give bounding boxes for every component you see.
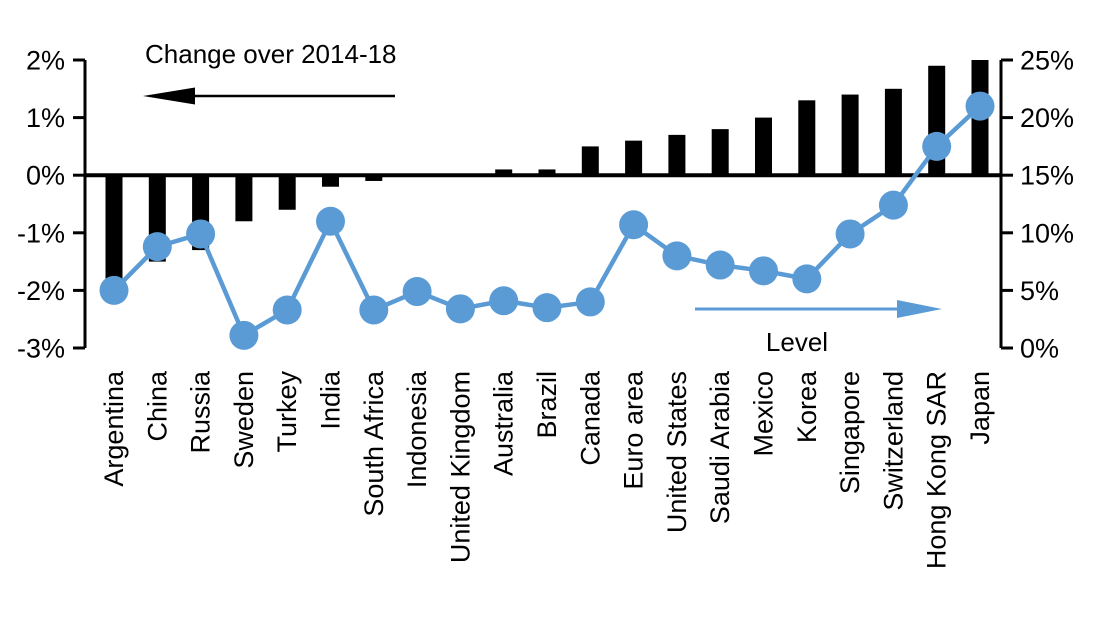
left-axis-tick-label: 1% [26, 103, 65, 133]
right-axis-tick-label: 10% [1020, 218, 1074, 248]
category-label: China [142, 370, 172, 442]
right-axis-tick-label: 25% [1020, 45, 1074, 75]
category-label: Switzerland [878, 371, 908, 511]
level-point-argentina [99, 275, 129, 305]
level-point-canada [575, 287, 605, 317]
line-layer [99, 91, 995, 350]
level-point-switzerland [878, 190, 908, 220]
right-axis-tick-label: 20% [1020, 103, 1074, 133]
category-label: Euro area [619, 370, 649, 490]
category-label: Singapore [835, 371, 865, 494]
right-axis-tick-label: 15% [1020, 161, 1074, 191]
category-label: United Kingdom [445, 371, 475, 563]
level-point-singapore [835, 219, 865, 249]
right-arrowhead-icon [897, 300, 942, 318]
level-point-united-kingdom [445, 294, 475, 324]
bar-argentina [105, 175, 123, 279]
category-label: India [316, 370, 346, 430]
level-point-russia [186, 219, 216, 249]
bars-layer [105, 60, 989, 279]
level-point-india [316, 206, 345, 236]
category-label: Russia [186, 370, 216, 454]
category-label: Turkey [272, 371, 302, 453]
labels-layer: 2% 1% 0% -1% -2% -3% 25% 20% 15% 10% 5% 0% Argentina… [17, 45, 1074, 569]
level-point-mexico [749, 256, 778, 286]
category-label: Korea [792, 370, 822, 443]
level-series-title: Level [766, 327, 828, 357]
level-point-euro-area [619, 210, 649, 240]
level-point-australia [489, 286, 519, 316]
level-point-china [142, 232, 172, 262]
category-label: Hong Kong SAR [922, 371, 952, 569]
left-arrowhead-icon [143, 87, 195, 105]
category-label: Canada [575, 370, 605, 466]
category-label: South Africa [359, 370, 389, 517]
bar-australia [495, 169, 513, 176]
bar-brazil [538, 169, 556, 176]
bar-india [322, 175, 339, 187]
category-label: Sweden [229, 371, 259, 469]
bar-turkey [278, 175, 296, 210]
right-arrow [695, 300, 942, 318]
left-axis-tick-label: 0% [26, 161, 65, 191]
bar-canada [581, 146, 599, 176]
left-axis-tick-label: 2% [26, 45, 65, 75]
category-label: Brazil [532, 371, 562, 439]
change-series-title: Change over 2014-18 [145, 39, 397, 69]
bar-euro-area [625, 140, 643, 176]
category-label: United States [662, 371, 692, 533]
level-point-sweden [229, 320, 259, 350]
left-axis-tick-label: -1% [17, 218, 65, 248]
level-point-saudi-arabia [705, 250, 735, 280]
left-axis-tick-label: -3% [17, 333, 65, 363]
bar-sweden [235, 175, 253, 222]
bar-switzerland [884, 88, 902, 176]
level-point-south-africa [359, 295, 389, 325]
right-axis-tick-label: 5% [1020, 276, 1059, 306]
bar-korea [798, 100, 816, 176]
category-label: Australia [489, 370, 519, 476]
level-point-united-states [662, 241, 692, 271]
level-point-brazil [532, 293, 562, 323]
category-label: Indonesia [402, 370, 432, 488]
right-axis-tick-label: 0% [1020, 333, 1059, 363]
category-label: Japan [965, 371, 995, 445]
bar-saudi-arabia [711, 129, 729, 176]
level-point-japan [965, 91, 995, 121]
left-arrow [143, 87, 395, 105]
level-point-hong-kong-sar [922, 131, 952, 161]
category-label: Argentina [99, 370, 129, 487]
category-label: Saudi Arabia [705, 370, 735, 524]
bar-mexico [755, 117, 772, 176]
category-label: Mexico [749, 371, 779, 457]
level-point-korea [792, 264, 822, 294]
bar-south-africa [365, 175, 383, 181]
left-axis-tick-label: -2% [17, 276, 65, 306]
bar-singapore [841, 94, 859, 176]
level-point-turkey [272, 295, 302, 325]
bar-united-states [668, 134, 686, 176]
level-point-indonesia [402, 277, 432, 307]
